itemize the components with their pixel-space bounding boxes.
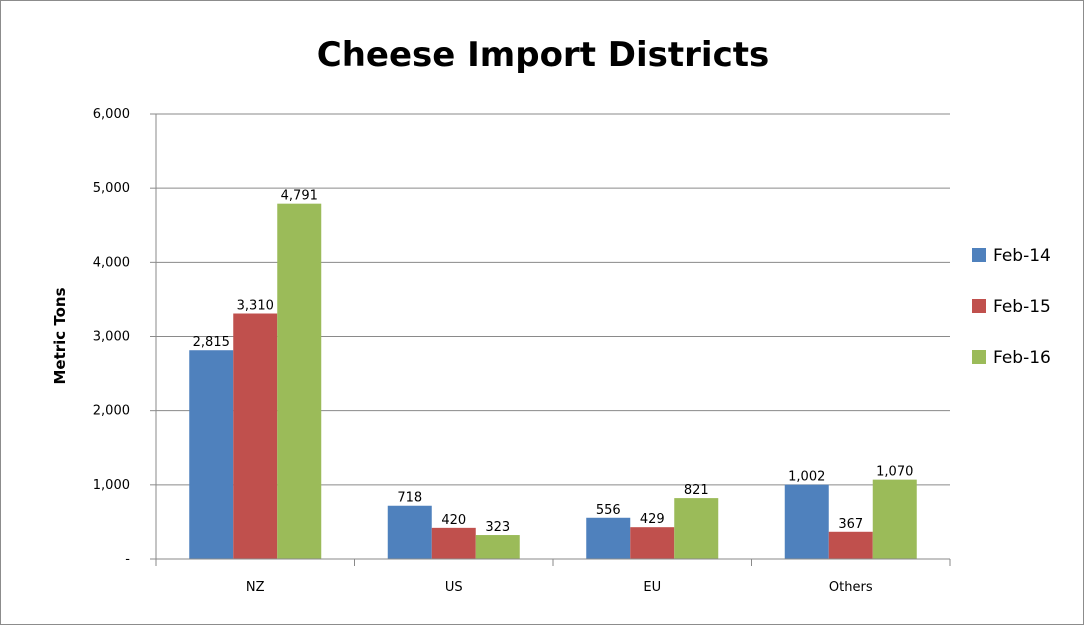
- bar-feb-16-nz: [277, 203, 322, 560]
- bar-feb-16-eu: [674, 498, 719, 559]
- legend-swatch: [972, 350, 986, 364]
- data-label: 4,791: [281, 189, 318, 204]
- bar-feb-14-others: [784, 484, 829, 559]
- y-tick-label: 4,000: [93, 255, 130, 270]
- data-label: 718: [397, 491, 422, 506]
- bar-feb-14-nz: [189, 350, 234, 559]
- y-tick-label: 6,000: [93, 107, 130, 122]
- x-tick-label: Others: [829, 580, 873, 595]
- chart-title: Cheese Import Districts: [317, 35, 769, 75]
- data-label: 556: [596, 503, 621, 518]
- y-tick-label: 1,000: [93, 478, 130, 493]
- legend-label: Feb-16: [993, 348, 1051, 368]
- data-label: 821: [684, 483, 709, 498]
- data-label: 3,310: [237, 299, 274, 314]
- legend-label: Feb-15: [993, 297, 1051, 317]
- x-tick-label: EU: [643, 580, 661, 595]
- data-label: 367: [838, 517, 863, 532]
- y-axis-label: Metric Tons: [51, 287, 69, 384]
- data-label: 1,070: [876, 465, 913, 480]
- bar-feb-15-eu: [630, 527, 675, 559]
- legend-label: Feb-14: [993, 246, 1051, 266]
- bar-feb-14-us: [387, 505, 432, 559]
- bar-feb-16-others: [872, 479, 917, 559]
- data-label: 420: [441, 513, 466, 528]
- legend-swatch: [972, 248, 986, 262]
- bar-feb-15-nz: [233, 313, 278, 559]
- bar-feb-16-us: [475, 535, 520, 559]
- y-tick-label: 3,000: [93, 330, 130, 345]
- x-tick-label: US: [445, 580, 463, 595]
- y-tick-label: 5,000: [93, 181, 130, 196]
- data-label: 429: [640, 512, 665, 527]
- legend-swatch: [972, 299, 986, 313]
- y-tick-label: -: [125, 552, 130, 567]
- y-tick-label: 2,000: [93, 404, 130, 419]
- bar-feb-14-eu: [586, 517, 631, 559]
- bar-feb-15-us: [431, 527, 476, 559]
- x-tick-label: NZ: [246, 580, 265, 595]
- data-label: 1,002: [788, 470, 825, 485]
- data-label: 2,815: [193, 335, 230, 350]
- bar-feb-15-others: [828, 531, 873, 559]
- data-label: 323: [485, 520, 510, 535]
